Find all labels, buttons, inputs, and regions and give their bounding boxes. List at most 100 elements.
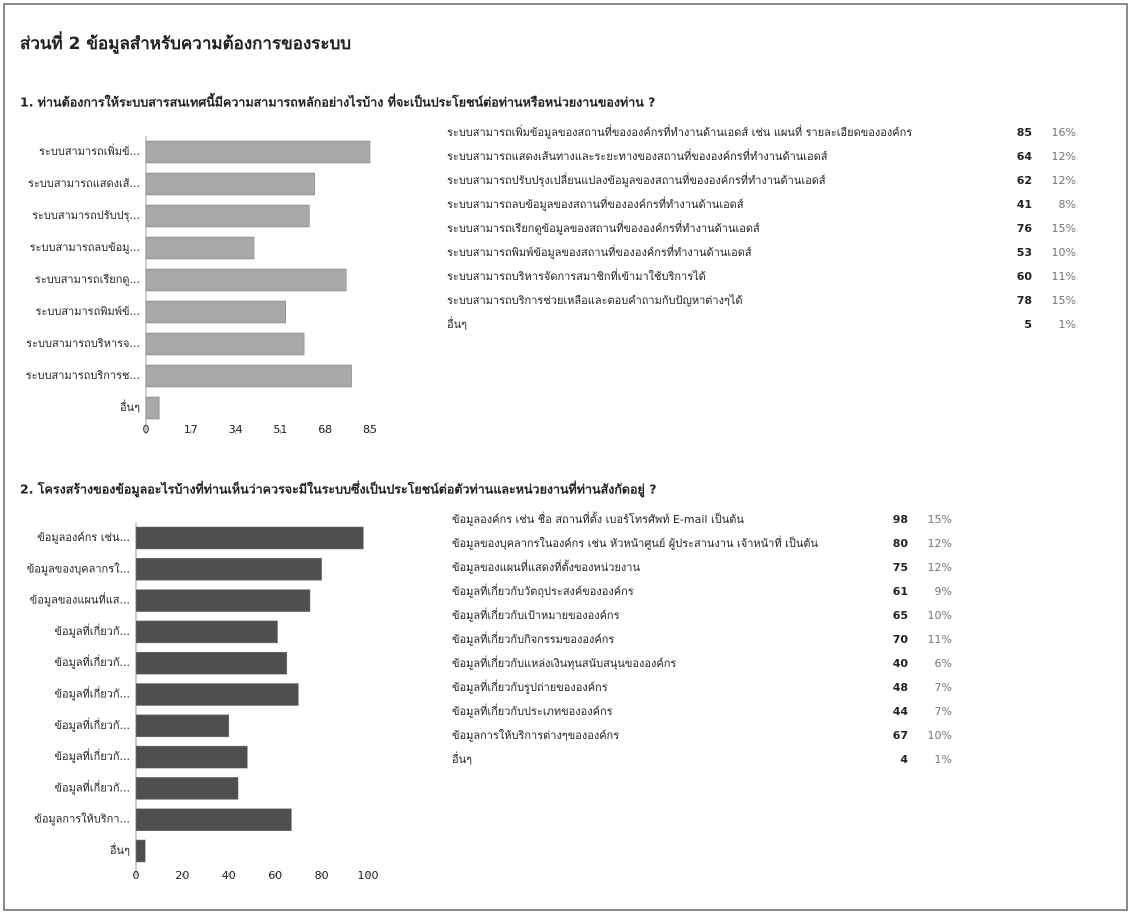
bar — [135, 526, 364, 550]
table-percent: 12% — [1052, 150, 1076, 163]
bar — [135, 777, 239, 800]
bar — [135, 808, 292, 831]
table-label: ข้อมูลที่เกี่ยวกับประเภทขององค์กร — [452, 703, 613, 718]
y-tick-label: ข้อมูลที่เกี่ยวกั... — [54, 779, 130, 794]
x-tick-label: 17 — [184, 423, 198, 436]
table-count: 60 — [1017, 270, 1033, 283]
y-tick-label: ระบบสามารถบริการช... — [26, 369, 140, 382]
table-label: อื่นๆ — [447, 316, 467, 331]
table-label: ข้อมูลของบุคลากรในองค์กร เช่น หัวหน้าศูน… — [452, 535, 818, 550]
bar — [135, 558, 322, 581]
table-percent: 12% — [928, 537, 952, 550]
bar — [135, 839, 146, 863]
y-tick-label: ข้อมูลการให้บริกา... — [34, 813, 130, 826]
x-tick-label: 68 — [318, 423, 332, 436]
y-tick-label: ข้อมูลที่เกี่ยวกั... — [54, 748, 130, 763]
bar — [135, 714, 230, 738]
table-percent: 7% — [935, 681, 952, 694]
bar — [145, 300, 286, 324]
table-count: 70 — [893, 633, 909, 646]
table-count: 85 — [1017, 126, 1032, 139]
x-tick-label: 0 — [143, 423, 150, 436]
table-count: 75 — [893, 561, 908, 574]
y-tick-label: ข้อมูลที่เกี่ยวกั... — [54, 623, 130, 638]
table-label: ระบบสามารถบริการช่วยเหลือและตอบคำถามกับป… — [447, 294, 743, 307]
y-tick-label: ข้อมูลของแผนที่แส... — [30, 592, 130, 607]
x-tick-label: 80 — [315, 869, 329, 882]
x-tick-label: 51 — [273, 423, 287, 436]
table-label: ข้อมูลของแผนที่แสดงที่ตั้งของหน่วยงาน — [452, 559, 640, 574]
question-title: 2. โครงสร้างของข้อมูลอะไรบ้างที่ท่านเห็น… — [20, 481, 656, 498]
bar — [145, 140, 371, 164]
table-label: ข้อมูลที่เกี่ยวกับรูปถ่ายขององค์กร — [452, 679, 608, 694]
bar — [135, 745, 248, 769]
y-tick-label: อื่นๆ — [110, 842, 130, 857]
bar — [135, 589, 311, 612]
y-tick-label: ระบบสามารถลบข้อมู... — [30, 241, 140, 254]
y-tick-label: ระบบสามารถบริหารจ... — [26, 337, 140, 350]
y-tick-label: ข้อมูลองค์กร เช่น... — [37, 531, 130, 544]
table-label: ข้อมูลที่เกี่ยวกับแหล่งเงินทุนสนับสนุนขอ… — [452, 655, 676, 670]
bar — [145, 396, 160, 420]
table-percent: 9% — [935, 585, 952, 598]
table-label: ระบบสามารถบริหารจัดการสมาชิกที่เข้ามาใช้… — [447, 268, 706, 283]
table-label: ระบบสามารถลบข้อมูลของสถานที่ขององค์กรที่… — [447, 196, 744, 211]
bar — [145, 236, 255, 260]
table-count: 40 — [893, 657, 909, 670]
table-count: 61 — [893, 585, 908, 598]
y-tick-label: ระบบสามารถแสดงเส้... — [28, 177, 140, 190]
table-percent: 1% — [1059, 318, 1076, 331]
bar — [135, 651, 288, 675]
table-count: 4 — [900, 753, 908, 766]
y-tick-label: ข้อมูลที่เกี่ยวกั... — [54, 717, 130, 732]
table-label: ข้อมูลที่เกี่ยวกับเป้าหมายขององค์กร — [452, 607, 620, 622]
x-tick-label: 40 — [222, 869, 236, 882]
x-tick-label: 20 — [175, 869, 189, 882]
y-tick-label: ระบบสามารถเพิ่มข้... — [39, 143, 140, 158]
bar — [145, 204, 310, 228]
table-percent: 15% — [1052, 222, 1076, 235]
table-percent: 6% — [935, 657, 952, 670]
bar — [135, 620, 278, 644]
x-tick-label: 60 — [268, 869, 282, 882]
table-percent: 10% — [1052, 246, 1076, 259]
x-tick-label: 34 — [229, 423, 243, 436]
table-count: 78 — [1017, 294, 1032, 307]
table-count: 67 — [893, 729, 908, 742]
table-label: ข้อมูลที่เกี่ยวกับวัตถุประสงค์ขององค์กร — [452, 583, 634, 598]
table-percent: 11% — [928, 633, 952, 646]
y-tick-label: ข้อมูลของบุคลากรใ... — [27, 562, 130, 575]
table-label: อื่นๆ — [452, 751, 472, 766]
x-tick-label: 85 — [363, 423, 377, 436]
page-title: ส่วนที่ 2 ข้อมูลสำหรับความต้องการของระบบ — [20, 31, 351, 55]
y-tick-label: ระบบสามารถเรียกดู... — [35, 273, 140, 286]
table-percent: 10% — [928, 729, 952, 742]
table-percent: 12% — [928, 561, 952, 574]
table-count: 53 — [1017, 246, 1032, 259]
table-count: 41 — [1017, 198, 1032, 211]
table-label: ข้อมูลองค์กร เช่น ชื่อ สถานที่ตั้ง เบอร์… — [452, 511, 744, 526]
table-percent: 1% — [935, 753, 952, 766]
table-count: 5 — [1024, 318, 1032, 331]
table-count: 64 — [1017, 150, 1033, 163]
table-percent: 7% — [935, 705, 952, 718]
table-count: 65 — [893, 609, 908, 622]
table-percent: 15% — [928, 513, 952, 526]
y-tick-label: ข้อมูลที่เกี่ยวกั... — [54, 654, 130, 669]
table-label: ข้อมูลการให้บริการต่างๆขององค์กร — [452, 729, 619, 742]
x-tick-label: 100 — [358, 869, 379, 882]
y-tick-label: ระบบสามารถปรับปรุ... — [32, 209, 140, 222]
bar — [135, 683, 299, 706]
y-tick-label: ระบบสามารถพิมพ์ข้... — [36, 305, 140, 318]
table-count: 98 — [893, 513, 908, 526]
table-percent: 12% — [1052, 174, 1076, 187]
y-tick-label: ข้อมูลที่เกี่ยวกั... — [54, 686, 130, 701]
table-percent: 10% — [928, 609, 952, 622]
bar — [145, 172, 315, 196]
page-frame — [3, 3, 1128, 911]
bar — [145, 268, 347, 292]
x-tick-label: 0 — [133, 869, 140, 882]
table-count: 44 — [893, 705, 909, 718]
table-count: 80 — [893, 537, 909, 550]
